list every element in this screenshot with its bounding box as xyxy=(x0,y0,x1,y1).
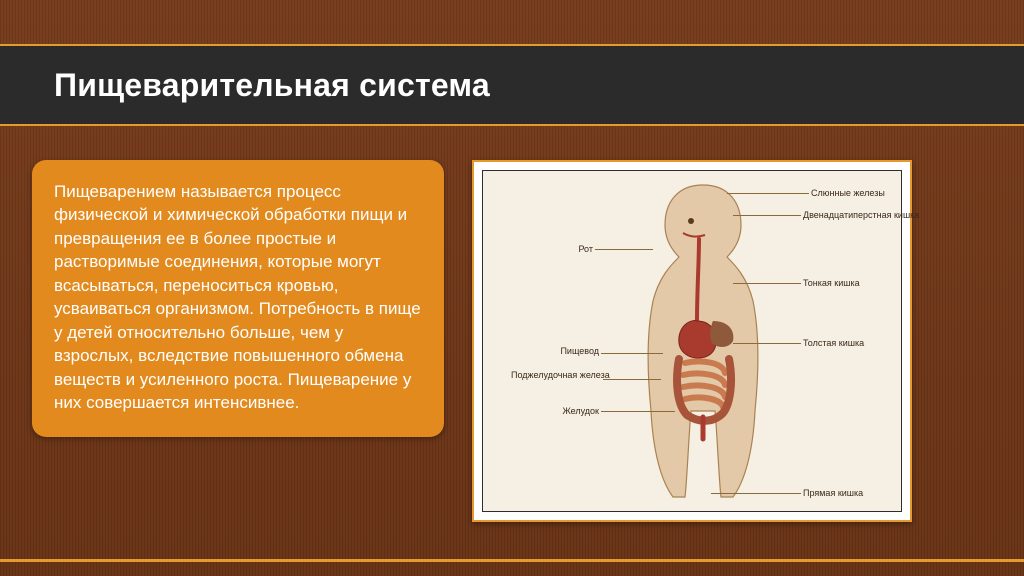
title-bar: Пищеварительная система xyxy=(0,44,1024,126)
leader-line xyxy=(711,493,801,494)
eye-icon xyxy=(688,218,694,224)
diagram-canvas: Слюнные железы Двенадцатиперстная кишка … xyxy=(482,170,902,512)
leader-line xyxy=(601,411,675,412)
leader-line xyxy=(733,215,801,216)
label-small-intestine: Тонкая кишка xyxy=(803,279,860,289)
leader-line xyxy=(733,283,801,284)
leader-line xyxy=(603,379,661,380)
callout-text: Пищеварением называется процесс физическ… xyxy=(54,180,422,415)
diagram-frame: Слюнные железы Двенадцатиперстная кишка … xyxy=(472,160,912,522)
label-esophagus: Пищевод xyxy=(547,347,599,357)
bottom-accent-line xyxy=(0,559,1024,562)
body-svg xyxy=(633,181,773,501)
leader-line xyxy=(727,193,809,194)
leader-line xyxy=(733,343,801,344)
callout-box: Пищеварением называется процесс физическ… xyxy=(32,160,444,437)
label-large-intestine: Толстая кишка xyxy=(803,339,864,349)
label-stomach: Желудок xyxy=(545,407,599,417)
label-duodenum: Двенадцатиперстная кишка xyxy=(803,211,919,221)
label-mouth: Рот xyxy=(563,245,593,255)
slide-title: Пищеварительная система xyxy=(54,67,490,104)
label-rectum: Прямая кишка xyxy=(803,489,863,499)
label-pancreas: Поджелудочная железа xyxy=(511,371,601,381)
content-row: Пищеварением называется процесс физическ… xyxy=(32,160,912,522)
leader-line xyxy=(595,249,653,250)
label-salivary-glands: Слюнные железы xyxy=(811,189,885,199)
esophagus-shape xyxy=(697,239,699,321)
body-figure xyxy=(633,181,773,501)
leader-line xyxy=(601,353,663,354)
